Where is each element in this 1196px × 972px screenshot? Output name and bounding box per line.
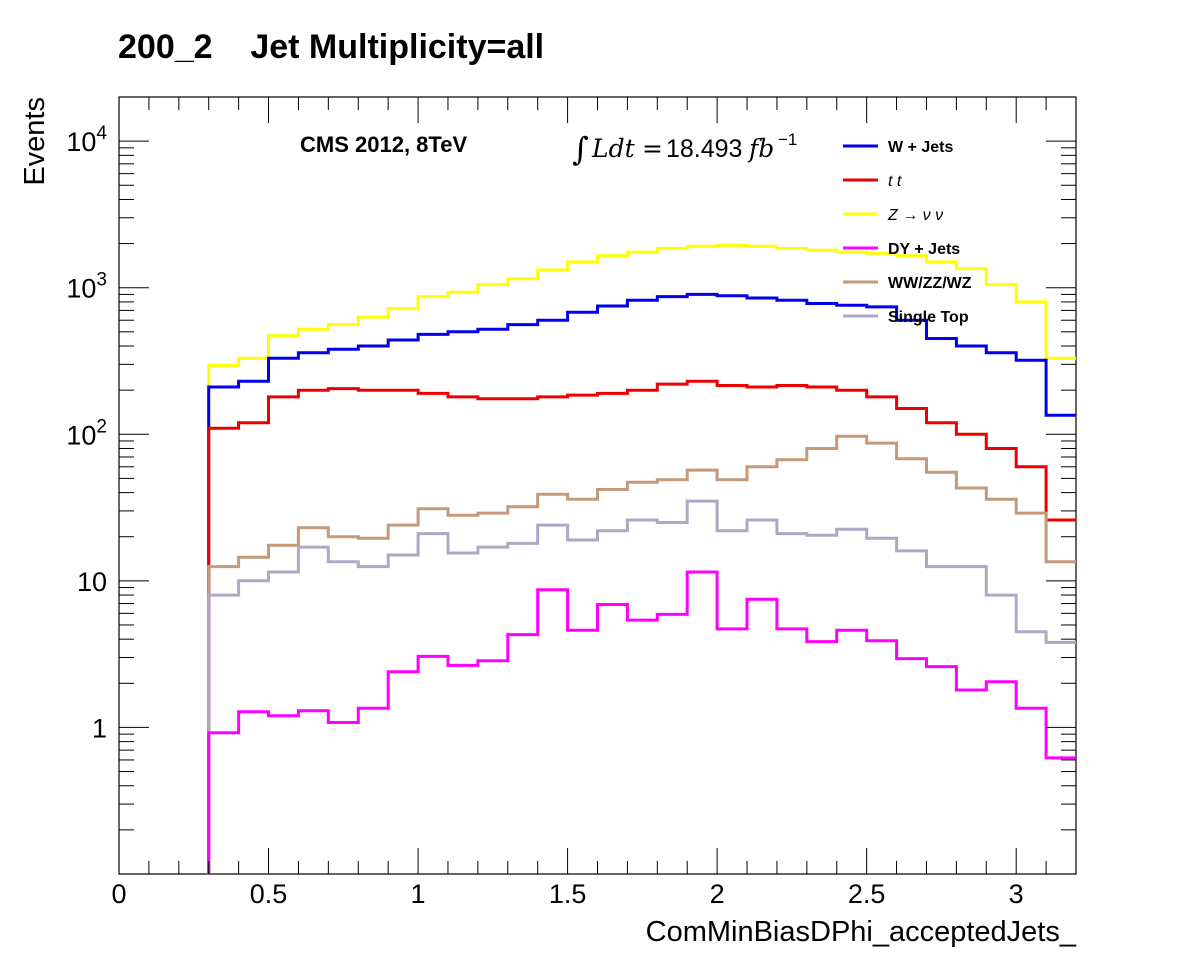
legend-item-z: Z → ν ν (843, 207, 943, 224)
series-line-ww-zz-wz (207, 434, 1076, 874)
legend-item-single-top: Single Top (843, 309, 969, 326)
y-tick-label: 103 (66, 270, 107, 304)
x-tick-label: 2.5 (848, 879, 886, 909)
lumi-lhs: Ldt (591, 134, 636, 163)
x-axis-title: ComMinBiasDPhi_acceptedJets_ (646, 916, 1077, 948)
x-tick-label: 1.5 (549, 879, 587, 909)
x-tick-label: 0 (111, 879, 126, 909)
x-tick-label: 2 (710, 879, 725, 909)
legend-item-t-t: t t (843, 173, 902, 190)
series-group (207, 243, 1076, 874)
luminosity-label: ∫ Ldt = 18.493 fb −1 (572, 130, 797, 168)
legend-item-dy-jets: DY + Jets (843, 241, 960, 258)
y-tick-label: 104 (66, 123, 107, 157)
series-line-w-jets (207, 292, 1076, 874)
experiment-label: CMS 2012, 8TeV (300, 132, 467, 157)
series-line-single-top (207, 499, 1076, 874)
x-tick-label: 3 (1009, 879, 1024, 909)
series-line-z (207, 243, 1076, 874)
legend-label: Z → ν ν (887, 207, 943, 224)
series-line-dy-jets (207, 570, 1076, 874)
integral-symbol: ∫ (572, 130, 589, 168)
axis-ticks (118, 96, 1077, 875)
legend-label: DY + Jets (888, 241, 960, 258)
x-tick-label: 0.5 (250, 879, 288, 909)
lumi-equals: = (642, 134, 663, 163)
x-tick-labels: 0 0.5 1 1.5 2 2.5 3 (111, 879, 1023, 909)
series-line-t-t (207, 379, 1076, 874)
x-tick-label: 1 (411, 879, 426, 909)
legend-label: WW/ZZ/WZ (888, 275, 972, 292)
legend: W + Jets t t Z → ν ν DY + Jets WW/ZZ/WZ Singl… (843, 139, 972, 326)
lumi-value: 18.493 (666, 135, 742, 163)
legend-label: t t (888, 173, 902, 190)
lumi-unit: fb (747, 134, 774, 163)
chart-title: 200_2 Jet Multiplicity=all (118, 28, 544, 66)
legend-label: Single Top (888, 309, 969, 326)
y-tick-label: 1 (92, 713, 107, 743)
legend-label: W + Jets (888, 139, 953, 156)
y-tick-label: 102 (66, 416, 107, 450)
lumi-exponent: −1 (778, 130, 797, 149)
y-tick-label: 10 (77, 567, 107, 597)
y-axis-title: Events (19, 97, 51, 186)
legend-item-ww-zz-wz: WW/ZZ/WZ (843, 275, 972, 292)
legend-item-w-jets: W + Jets (843, 139, 953, 156)
y-tick-labels: 1 10 102 103 104 (66, 123, 107, 743)
